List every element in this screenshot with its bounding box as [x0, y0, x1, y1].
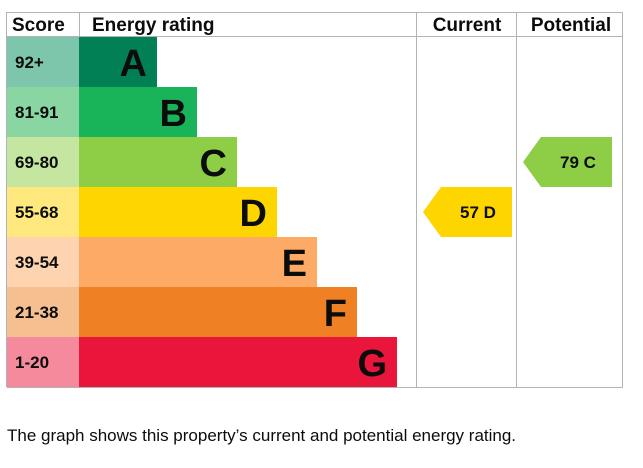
- potential-rating-label: 79 C: [560, 153, 596, 172]
- score-cell-d: [7, 187, 79, 237]
- rating-bands: 92+ A 81-91 B 69-80 C 55-68 D 39-54 E 21-38 F 1-20 G: [7, 37, 397, 387]
- score-cell-g: [7, 337, 79, 387]
- score-label-e: 39-54: [15, 253, 59, 272]
- score-cell-c: [7, 137, 79, 187]
- rating-letter-b: B: [160, 93, 187, 135]
- rating-bar-b: [79, 87, 197, 137]
- score-cell-b: [7, 87, 79, 137]
- rating-letter-g: G: [357, 343, 387, 385]
- rating-markers: 57 D 79 C: [423, 137, 612, 237]
- rating-letter-c: C: [200, 143, 227, 185]
- rating-bar-d: [79, 187, 277, 237]
- header-energy-rating: Energy rating: [92, 15, 214, 36]
- header-potential: Potential: [531, 15, 611, 36]
- header-score: Score: [12, 15, 65, 36]
- score-label-c: 69-80: [15, 153, 58, 172]
- current-rating-arrow: [423, 187, 512, 237]
- header-current: Current: [433, 15, 502, 36]
- energy-rating-chart: 92+ A81-91 B69-80 C55-68 D39-54 E21-38 F1-20 G …: [6, 12, 623, 388]
- score-label-f: 21-38: [15, 303, 58, 322]
- score-cell-f: [7, 287, 79, 337]
- score-label-b: 81-91: [15, 103, 58, 122]
- chart-grid: [6, 12, 623, 388]
- rating-bar-e: [79, 237, 317, 287]
- score-cell-a: [7, 37, 79, 87]
- rating-letter-e: E: [282, 243, 307, 285]
- rating-letter-d: D: [240, 193, 267, 235]
- potential-rating-arrow: [523, 137, 612, 187]
- rating-bar-c: [79, 137, 237, 187]
- rating-letter-f: F: [324, 293, 347, 335]
- chart-caption: The graph shows this property’s current …: [7, 426, 517, 445]
- rating-bar-a: [79, 37, 157, 87]
- rating-bar-g: [79, 337, 397, 387]
- rating-letter-a: A: [120, 43, 147, 85]
- score-label-g: 1-20: [15, 353, 49, 372]
- current-rating-label: 57 D: [460, 203, 496, 222]
- score-label-d: 55-68: [15, 203, 58, 222]
- score-cell-e: [7, 237, 79, 287]
- score-label-a: 92+: [15, 53, 44, 72]
- rating-bar-f: [79, 287, 357, 337]
